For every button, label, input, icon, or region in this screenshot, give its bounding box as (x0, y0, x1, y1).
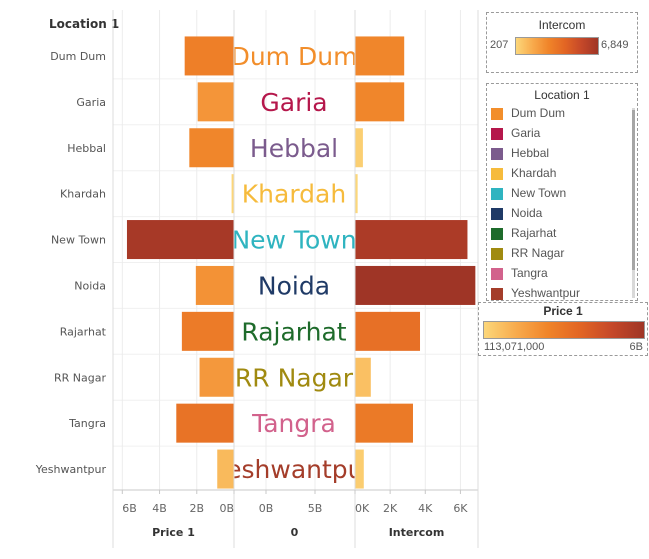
intercom-axis-tick-label: 0K (355, 502, 370, 515)
legend-swatch (491, 128, 503, 140)
intercom-axis-tick-label: 6K (453, 502, 468, 515)
intercom-bar-dum-dum (355, 36, 405, 76)
intercom-bars (355, 36, 476, 489)
row-label-hebbal: Hebbal (67, 142, 106, 155)
row-label-khardah: Khardah (60, 188, 106, 201)
intercom-bar-noida (355, 265, 476, 305)
intercom-bar-khardah (355, 174, 358, 214)
price-axis-tick-label: 2B (189, 502, 204, 515)
price-bar-noida (195, 265, 234, 305)
legend-label: Rajarhat (511, 226, 557, 240)
legend-swatch (491, 248, 503, 260)
intercom-legend-title: Intercom (538, 18, 586, 32)
row-label-new-town: New Town (51, 234, 106, 247)
middle-label-rajarhat: Rajarhat (241, 317, 346, 346)
price-gradient-bar (483, 321, 645, 339)
intercom-legend-max: 6,849 (601, 39, 629, 51)
intercom-legend-min: 207 (490, 39, 509, 51)
legend-swatch (491, 208, 503, 220)
price-bar-rr-nagar (199, 357, 234, 397)
price-bar-new-town (126, 220, 234, 260)
row-label-rr-nagar: RR Nagar (54, 371, 106, 384)
middle-label-yeshwantpur: Yeshwantpur (213, 455, 374, 484)
legend-label: Yeshwantpur (511, 286, 580, 300)
legend-swatch (491, 168, 503, 180)
axes: 6B 4B 2B 0B 0B 5B 0K 2K 4K 6K Price 1 0 Intercom (112, 10, 479, 548)
legend-swatch (491, 288, 503, 300)
intercom-axis-tick-label: 2K (383, 502, 398, 515)
middle-label-hebbal: Hebbal (250, 134, 338, 163)
intercom-axis-title: Intercom (389, 526, 445, 539)
price-bars (126, 36, 234, 489)
middle-label-garia: Garia (260, 88, 327, 117)
legend-label: New Town (511, 186, 567, 200)
intercom-bar-garia (355, 82, 405, 122)
legend-label: Tangra (511, 266, 548, 280)
middle-label-noida: Noida (258, 271, 330, 300)
price-bar-tangra (176, 403, 234, 443)
intercom-bar-rajarhat (355, 311, 421, 351)
intercom-bar-rr-nagar (355, 357, 371, 397)
intercom-gradient-bar (515, 37, 599, 55)
price-axis-tick-label: 0B (219, 502, 234, 515)
price-legend-min: 113,071,000 (484, 341, 545, 353)
intercom-axis-tick-label: 4K (418, 502, 433, 515)
legend-label: Dum Dum (511, 106, 566, 120)
price-bar-hebbal (189, 128, 234, 168)
middle-label-new-town: New Town (231, 226, 356, 255)
intercom-bar-new-town (355, 220, 468, 260)
legend-label: RR Nagar (511, 246, 565, 260)
middle-label-khardah: Khardah (242, 180, 346, 209)
legend-swatch (491, 188, 503, 200)
price-bar-dum-dum (184, 36, 234, 76)
location-legend: Location 1 Dum Dum Garia Hebbal Khardah New … (486, 83, 638, 301)
row-header-title: Location 1 (49, 17, 119, 31)
price-legend-max: 6B (629, 341, 643, 353)
middle-text-labels: Dum Dum Garia Hebbal Khardah New Town Noida Ra… (213, 42, 374, 484)
intercom-legend: Intercom 207 6,849 (486, 12, 638, 73)
middle-label-rr-nagar: RR Nagar (235, 363, 354, 392)
price-legend-title: Price 1 (543, 304, 583, 318)
legend-swatch (491, 268, 503, 280)
row-label-dum-dum: Dum Dum (50, 50, 106, 63)
row-label-tangra: Tangra (68, 417, 106, 430)
middle-label-tangra: Tangra (251, 409, 336, 438)
intercom-bar-yeshwantpur (355, 449, 364, 489)
row-label-garia: Garia (76, 96, 106, 109)
row-label-rajarhat: Rajarhat (60, 325, 107, 338)
price-bar-garia (197, 82, 234, 122)
price-legend: Price 1 113,071,000 6B (478, 302, 648, 356)
price-bar-yeshwantpur (217, 449, 234, 489)
price-bar-rajarhat (181, 311, 234, 351)
price-axis-tick-label: 4B (152, 502, 167, 515)
price-axis-tick-label: 6B (122, 502, 137, 515)
intercom-bar-tangra (355, 403, 413, 443)
intercom-bar-hebbal (355, 128, 363, 168)
legend-scrollbar-thumb[interactable] (632, 110, 635, 270)
legend-swatch (491, 108, 503, 120)
legend-label: Hebbal (511, 146, 550, 160)
middle-axis-tick-label: 0B (259, 502, 274, 515)
row-label-noida: Noida (74, 279, 106, 292)
price-axis-title: Price 1 (152, 526, 195, 539)
legend-swatch (491, 228, 503, 240)
row-labels: Dum Dum Garia Hebbal Khardah New Town Noida Ra… (35, 50, 107, 476)
middle-axis-tick-label: 5B (308, 502, 323, 515)
legend-swatch (491, 148, 503, 160)
legend-label: Garia (511, 126, 541, 140)
location-legend-title: Location 1 (534, 88, 590, 102)
price-bar-khardah (231, 174, 234, 214)
row-label-yeshwantpur: Yeshwantpur (35, 463, 107, 476)
legend-label: Khardah (511, 166, 557, 180)
middle-axis-title: 0 (291, 526, 299, 539)
middle-label-dum-dum: Dum Dum (231, 42, 358, 71)
legend-label: Noida (511, 206, 543, 220)
